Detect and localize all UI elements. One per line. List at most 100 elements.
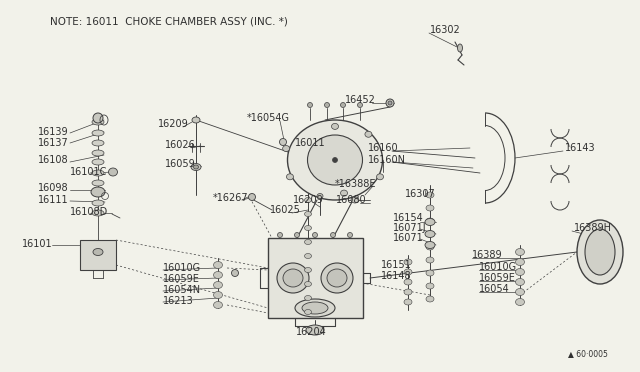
Text: 16307: 16307 [405, 189, 436, 199]
Ellipse shape [333, 157, 337, 163]
Text: 16389H: 16389H [574, 223, 612, 233]
Text: 16108: 16108 [38, 155, 68, 165]
Text: 16139: 16139 [38, 127, 68, 137]
Ellipse shape [214, 301, 223, 308]
Text: 16452: 16452 [345, 95, 376, 105]
Ellipse shape [404, 279, 412, 285]
Ellipse shape [214, 292, 223, 298]
Ellipse shape [425, 231, 435, 237]
Ellipse shape [92, 150, 104, 156]
Text: 16389: 16389 [472, 250, 502, 260]
Ellipse shape [295, 299, 335, 317]
Ellipse shape [426, 218, 434, 224]
Ellipse shape [330, 232, 335, 237]
Text: 16111: 16111 [38, 195, 68, 205]
Text: *16054G: *16054G [247, 113, 290, 123]
Ellipse shape [214, 282, 223, 289]
Ellipse shape [92, 200, 104, 206]
Text: 16302: 16302 [430, 25, 461, 35]
Ellipse shape [515, 259, 525, 266]
Ellipse shape [426, 283, 434, 289]
Ellipse shape [92, 180, 104, 186]
Ellipse shape [193, 165, 198, 169]
Text: *16267: *16267 [213, 193, 248, 203]
Text: 16059: 16059 [165, 159, 196, 169]
Ellipse shape [365, 131, 372, 137]
Ellipse shape [426, 192, 434, 198]
Bar [80, 240, 116, 270]
Bar [268, 238, 363, 318]
Ellipse shape [386, 99, 394, 107]
Ellipse shape [307, 103, 312, 108]
Text: 16059E: 16059E [163, 274, 200, 284]
Ellipse shape [305, 240, 312, 244]
Ellipse shape [358, 103, 362, 108]
Text: 16101: 16101 [22, 239, 52, 249]
Text: 16098: 16098 [38, 183, 68, 193]
Ellipse shape [348, 232, 353, 237]
Ellipse shape [458, 44, 463, 52]
Text: 16010G: 16010G [163, 263, 201, 273]
Ellipse shape [404, 259, 412, 265]
Text: ▲ 60·0005: ▲ 60·0005 [568, 349, 608, 358]
Ellipse shape [92, 140, 104, 146]
Text: 16054N: 16054N [163, 285, 201, 295]
Text: 16154: 16154 [393, 213, 424, 223]
Ellipse shape [515, 298, 525, 305]
Text: 16160N: 16160N [368, 155, 406, 165]
Ellipse shape [340, 190, 348, 196]
Ellipse shape [317, 193, 323, 199]
Ellipse shape [404, 289, 412, 295]
Text: 16026: 16026 [165, 140, 196, 150]
Text: 16071: 16071 [393, 233, 424, 243]
Ellipse shape [327, 269, 347, 287]
Ellipse shape [91, 187, 105, 197]
Ellipse shape [305, 295, 312, 301]
Text: 16151: 16151 [381, 260, 412, 270]
Ellipse shape [92, 210, 104, 216]
Ellipse shape [404, 269, 412, 275]
Ellipse shape [425, 218, 435, 225]
Ellipse shape [248, 193, 255, 201]
Ellipse shape [305, 212, 312, 217]
Ellipse shape [351, 197, 359, 203]
Ellipse shape [376, 174, 383, 180]
Text: NOTE: 16011  CHOKE CHAMBER ASSY (INC. *): NOTE: 16011 CHOKE CHAMBER ASSY (INC. *) [50, 17, 288, 27]
Text: *16388E: *16388E [335, 179, 376, 189]
Text: 16080: 16080 [336, 195, 367, 205]
Ellipse shape [294, 232, 300, 237]
Text: 16209: 16209 [293, 195, 324, 205]
Text: 16160: 16160 [368, 143, 399, 153]
Text: 16071J: 16071J [393, 223, 427, 233]
Ellipse shape [585, 229, 615, 275]
Text: 16209: 16209 [158, 119, 189, 129]
Ellipse shape [404, 299, 412, 305]
Ellipse shape [305, 253, 312, 259]
Ellipse shape [426, 257, 434, 263]
Ellipse shape [306, 325, 324, 335]
Ellipse shape [305, 198, 312, 202]
Ellipse shape [191, 164, 201, 170]
Ellipse shape [92, 190, 104, 196]
Ellipse shape [92, 170, 104, 176]
Text: 16011: 16011 [295, 138, 326, 148]
Ellipse shape [340, 103, 346, 108]
Ellipse shape [305, 225, 312, 231]
Ellipse shape [109, 168, 118, 176]
Text: 16137: 16137 [38, 138, 68, 148]
Text: 16108D: 16108D [70, 207, 108, 217]
Ellipse shape [277, 263, 309, 293]
Ellipse shape [305, 267, 312, 273]
Ellipse shape [515, 269, 525, 276]
Ellipse shape [332, 124, 339, 129]
Text: 16148: 16148 [381, 271, 412, 281]
Ellipse shape [388, 101, 392, 105]
Ellipse shape [324, 103, 330, 108]
Ellipse shape [426, 231, 434, 237]
Ellipse shape [426, 296, 434, 302]
Ellipse shape [214, 262, 223, 269]
Ellipse shape [312, 232, 317, 237]
Ellipse shape [425, 241, 435, 248]
Text: 16010G: 16010G [479, 262, 517, 272]
Ellipse shape [93, 248, 103, 256]
